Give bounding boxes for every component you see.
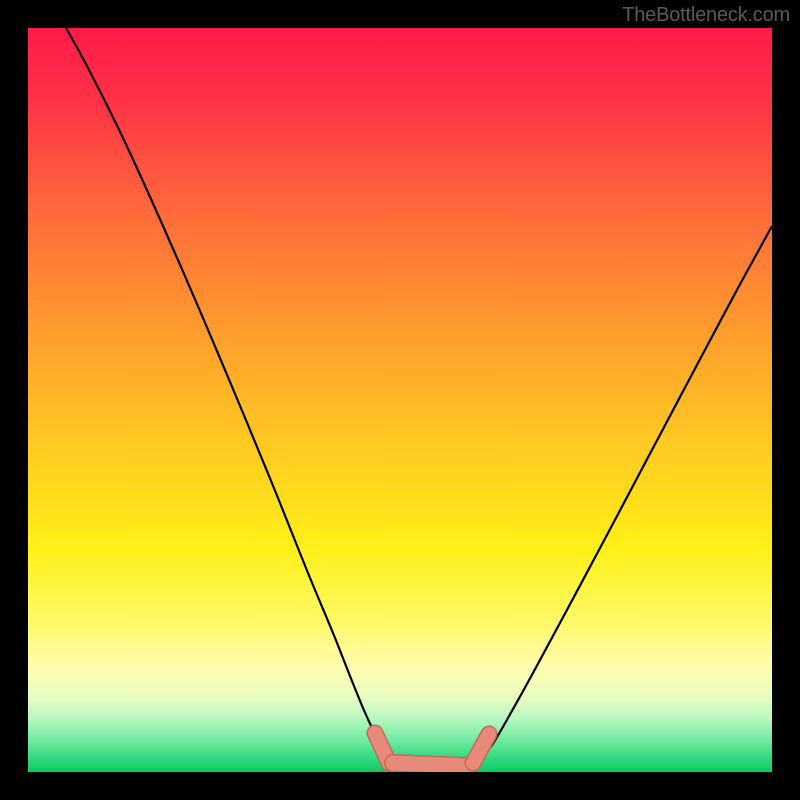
left-curve [66,28,382,750]
bottom-marks [375,733,489,766]
curve-layer [28,28,772,772]
watermark-text: TheBottleneck.com [622,4,790,27]
right-curve [488,226,772,750]
plot-area [28,28,772,772]
